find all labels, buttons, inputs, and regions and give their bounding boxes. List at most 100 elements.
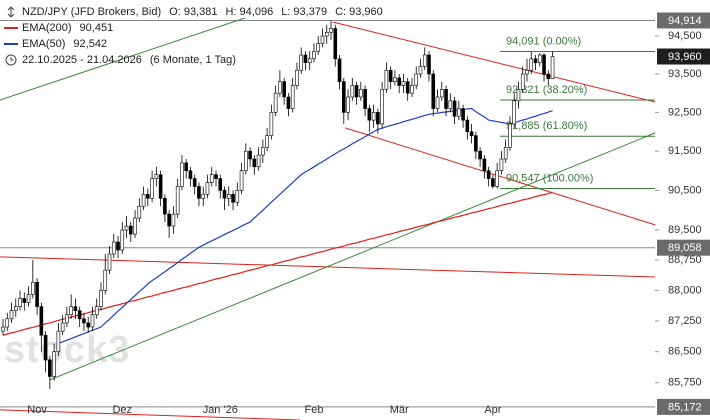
candle-body bbox=[60, 322, 65, 332]
candle-body bbox=[341, 81, 346, 113]
candle-body bbox=[363, 89, 367, 109]
candle-body bbox=[512, 100, 517, 125]
candle-body bbox=[474, 135, 478, 152]
candle-body bbox=[256, 154, 261, 168]
ema-line bbox=[58, 107, 553, 345]
candle-body bbox=[290, 85, 295, 109]
candle-body bbox=[48, 359, 52, 377]
y-tick-label: 91,500 bbox=[668, 145, 702, 157]
candle-body bbox=[265, 135, 269, 148]
candle-body bbox=[18, 298, 22, 307]
price-line-label: 85,172 bbox=[668, 401, 702, 413]
candle-body bbox=[316, 43, 321, 52]
last-price-box bbox=[657, 48, 710, 65]
instrument-title: NZD/JPY (JFD Brokers, Bid) bbox=[22, 6, 162, 18]
candle-body bbox=[354, 85, 359, 98]
legend-swatch bbox=[4, 27, 18, 29]
candle-body bbox=[520, 73, 525, 90]
candle-body bbox=[231, 194, 235, 203]
candle-body bbox=[359, 89, 363, 98]
y-tick-label: 92,500 bbox=[668, 106, 702, 118]
candle-body bbox=[137, 205, 142, 219]
candle-body bbox=[303, 54, 308, 63]
candle-body bbox=[546, 73, 551, 79]
x-tick-label: Jan '26 bbox=[203, 404, 238, 416]
candle-body bbox=[371, 112, 376, 121]
candle-body bbox=[410, 85, 414, 94]
candle-body bbox=[163, 197, 167, 215]
candle-body bbox=[533, 58, 538, 63]
candle-body bbox=[222, 190, 227, 199]
candle-body bbox=[337, 58, 342, 82]
candle-body bbox=[90, 314, 95, 328]
candle-body bbox=[26, 294, 31, 303]
x-tick-label: Feb bbox=[304, 404, 323, 416]
candle-body bbox=[5, 318, 10, 328]
y-tick-label: 88,750 bbox=[668, 254, 702, 266]
candle-body bbox=[367, 108, 372, 121]
x-tick-label: Nov bbox=[27, 404, 47, 416]
candle-body bbox=[209, 174, 214, 183]
x-tick-label: Mär bbox=[390, 404, 409, 416]
x-tick-label: Dez bbox=[112, 404, 132, 416]
price-line-box bbox=[657, 12, 710, 29]
trendline bbox=[0, 17, 246, 101]
candle-body bbox=[197, 186, 201, 199]
price-line-label: 94,914 bbox=[668, 15, 702, 27]
last-price-label: 93,960 bbox=[668, 51, 702, 63]
period: 22.10.2025 - 21.04.2026 bbox=[22, 54, 142, 66]
candle-body bbox=[133, 217, 137, 235]
x-tick-label: Apr bbox=[484, 404, 501, 416]
candle-body bbox=[13, 306, 18, 311]
candle-body bbox=[39, 306, 44, 336]
candle-body bbox=[320, 35, 325, 44]
candle-body bbox=[171, 213, 176, 227]
candle-body bbox=[192, 178, 197, 187]
candle-body bbox=[333, 28, 338, 60]
candle-body bbox=[180, 162, 184, 187]
candle-body bbox=[235, 190, 240, 203]
candle-body bbox=[9, 310, 14, 320]
overlay-legend: EMA(200) 90,451 EMA(50) 92,542 bbox=[4, 20, 383, 52]
quote-high: H: 94,096 bbox=[225, 6, 274, 18]
period-note: (6 Monate, 1 Tag) bbox=[149, 54, 236, 66]
candle-body bbox=[1, 326, 5, 332]
candle-body bbox=[175, 186, 180, 215]
legend-swatch bbox=[4, 43, 18, 45]
candle-body bbox=[273, 92, 278, 113]
candle-body bbox=[31, 281, 35, 295]
candle-body bbox=[380, 89, 384, 125]
legend-quote-row: NZD/JPY (JFD Brokers, Bid) O: 93,381 H: … bbox=[4, 4, 383, 20]
y-tick-label: 90,500 bbox=[668, 184, 702, 196]
candle-body bbox=[218, 178, 223, 191]
fib-label: 92,821 (38.20%) bbox=[506, 84, 587, 96]
candle-body bbox=[346, 96, 350, 113]
candle-body bbox=[525, 69, 529, 75]
legend-value: 90,451 bbox=[79, 22, 114, 34]
candle-body bbox=[461, 108, 465, 121]
candle-body bbox=[124, 225, 129, 231]
candle-body bbox=[405, 81, 410, 94]
y-tick-label: 87,250 bbox=[668, 315, 702, 327]
legend-period-row: 22.10.2025 - 21.04.2026 (6 Monate, 1 Tag… bbox=[4, 52, 383, 68]
candle-body bbox=[529, 58, 534, 71]
watermark: stock3 bbox=[4, 329, 130, 371]
fib-label: 91,885 (61.80%) bbox=[506, 120, 587, 132]
candle-body bbox=[422, 54, 427, 67]
candle-body bbox=[516, 89, 521, 102]
candle-body bbox=[329, 28, 333, 33]
candle-body bbox=[448, 100, 453, 109]
candle-body bbox=[278, 81, 282, 94]
candle-body bbox=[205, 182, 210, 195]
legend: NZD/JPY (JFD Brokers, Bid) O: 93,381 H: … bbox=[4, 4, 383, 68]
legend-item: EMA(200) 90,451 bbox=[4, 20, 383, 36]
candle-body bbox=[299, 54, 304, 71]
candle-body bbox=[188, 170, 193, 179]
candle-body bbox=[469, 131, 474, 136]
candle-body bbox=[439, 89, 444, 98]
candle-body bbox=[486, 170, 491, 179]
candle-body bbox=[116, 241, 120, 251]
candle-body bbox=[350, 85, 355, 98]
candle-body bbox=[499, 158, 504, 172]
